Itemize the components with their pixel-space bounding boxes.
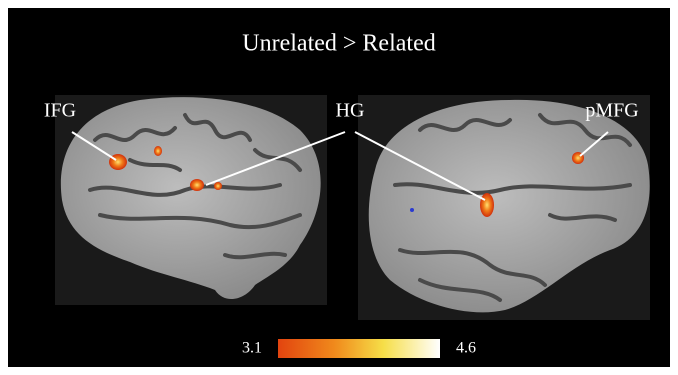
region-label: pMFG — [585, 100, 638, 122]
colorbar-max-label: 4.6 — [456, 340, 476, 357]
right-brain — [358, 95, 650, 320]
colorbar — [278, 339, 440, 358]
region-label: HG — [336, 100, 365, 122]
figure: Unrelated > Related — [0, 0, 678, 375]
region-label: IFG — [44, 100, 76, 122]
title: Unrelated > Related — [242, 31, 435, 57]
left-brain — [55, 95, 327, 305]
colorbar-min-label: 3.1 — [242, 340, 262, 357]
